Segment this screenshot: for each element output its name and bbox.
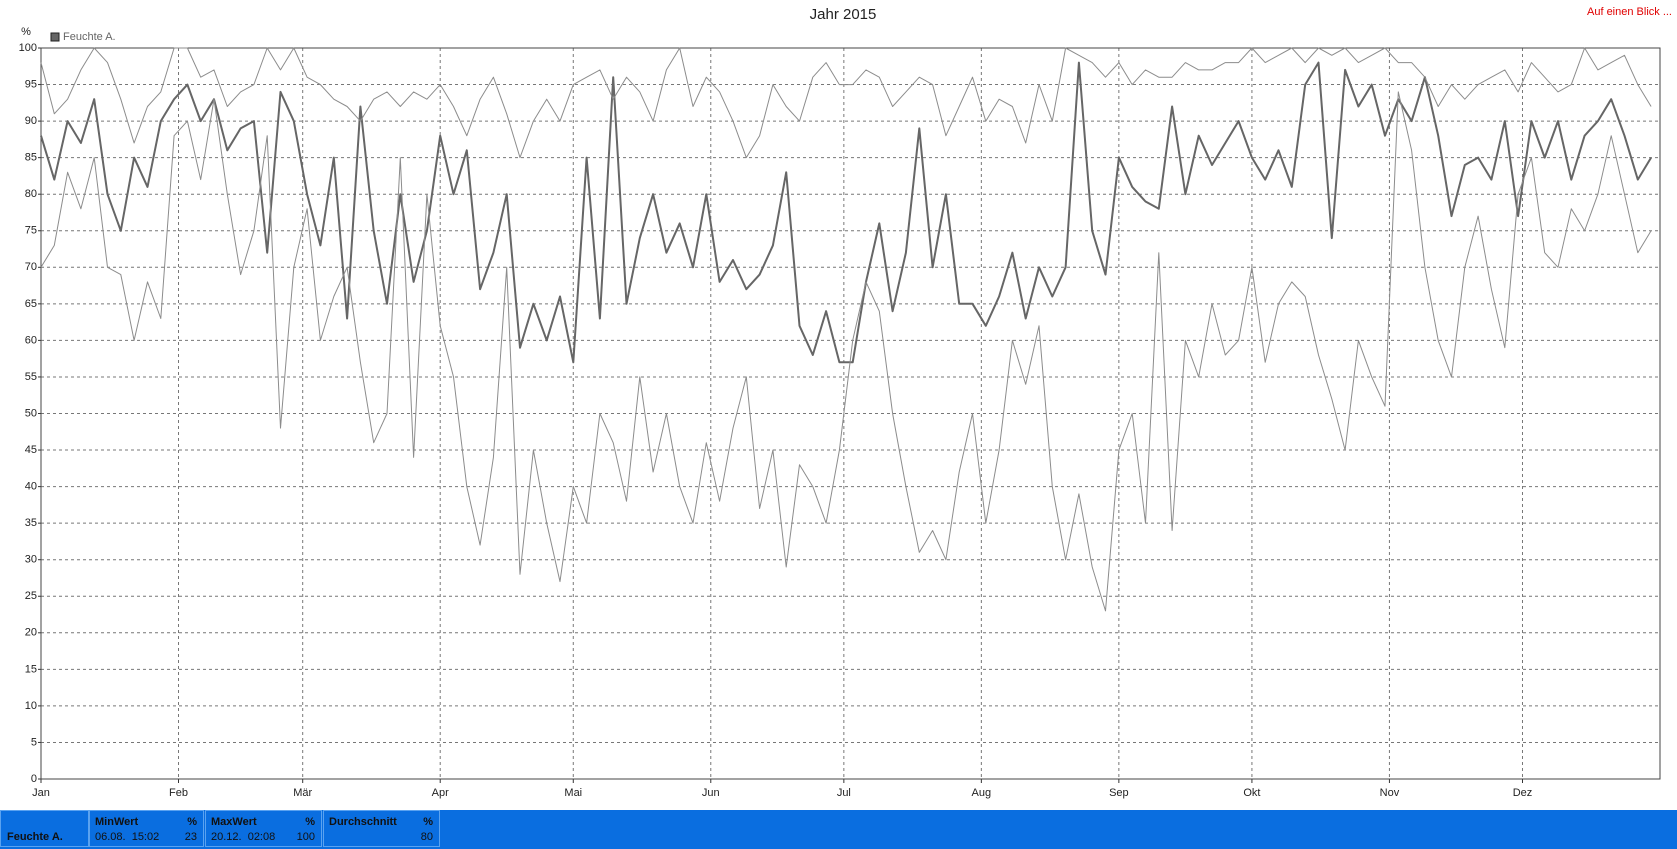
y-axis-label: % [21, 26, 31, 38]
series-line [40, 91, 1652, 612]
series-line [40, 61, 1652, 364]
legend-swatch [50, 32, 60, 42]
stats-value: 23 [184, 831, 197, 843]
y-tick-label: 35 [25, 517, 37, 529]
stats-label-cell: Feuchte A. [0, 810, 89, 847]
y-tick-label: 70 [25, 261, 37, 273]
stats-header: Durchschnitt [329, 816, 397, 828]
legend-label: Feuchte A. [63, 31, 116, 43]
y-tick-label: 100 [19, 42, 37, 54]
stats-header: MinWert [95, 816, 139, 828]
x-tick-label: Nov [1380, 787, 1400, 799]
stats-time: 20.12. 02:08 [211, 831, 276, 843]
x-tick-label: Jul [837, 787, 851, 799]
y-tick-label: 20 [25, 627, 37, 639]
stats-unit: % [423, 816, 433, 828]
x-tick-label: Jan [32, 787, 50, 799]
y-tick-label: 75 [25, 225, 37, 237]
y-tick-label: 25 [25, 590, 37, 602]
stats-cell: Durchschnitt% 80 [323, 810, 440, 847]
y-tick-label: 40 [25, 481, 37, 493]
series-line [40, 47, 1652, 159]
y-tick-label: 90 [25, 115, 37, 127]
chart: Jahr 2015 Auf einen Blick ... % 0 5 10 15 20… [19, 6, 1672, 799]
chart-title: Jahr 2015 [810, 6, 877, 23]
stats-unit: % [187, 816, 197, 828]
x-tick-label: Dez [1513, 787, 1533, 799]
y-tick-label: 80 [25, 188, 37, 200]
x-tick-label: Mär [293, 787, 312, 799]
stats-bar: Feuchte A. MinWert% 06.08. 15:02 23 MaxWert… [0, 810, 1677, 849]
y-tick-label: 65 [25, 298, 37, 310]
y-tick-label: 45 [25, 444, 37, 456]
y-tick-label: 0 [31, 773, 37, 785]
y-tick-label: 15 [25, 663, 37, 675]
stats-value: 100 [296, 831, 315, 843]
y-tick-label: 95 [25, 78, 37, 90]
x-tick-label: Apr [432, 787, 449, 799]
stats-cell: MaxWert% 20.12. 02:08 100 [205, 810, 322, 847]
stats-unit: % [305, 816, 315, 828]
x-tick-label: Feb [169, 787, 188, 799]
y-tick-label: 5 [31, 736, 37, 748]
plot-frame [40, 47, 1661, 780]
y-tick-label: 55 [25, 371, 37, 383]
stats-time: 06.08. 15:02 [95, 831, 160, 843]
stats-header: MaxWert [211, 816, 257, 828]
link[interactable]: Auf einen Blick ... [1587, 6, 1672, 18]
y-tick-label: 30 [25, 554, 37, 566]
y-tick-label: 60 [25, 334, 37, 346]
y-tick-label: 85 [25, 152, 37, 164]
stats-label: Feuchte A. [7, 831, 63, 843]
y-tick-label: 50 [25, 407, 37, 419]
x-tick-label: Mai [564, 787, 582, 799]
x-tick-label: Sep [1109, 787, 1129, 799]
x-tick-label: Jun [702, 787, 720, 799]
x-tick-label: Okt [1243, 787, 1260, 799]
y-tick-label: 10 [25, 700, 37, 712]
stats-cell: MinWert% 06.08. 15:02 23 [89, 810, 204, 847]
stats-value: 80 [420, 831, 433, 843]
x-tick-label: Aug [972, 787, 992, 799]
